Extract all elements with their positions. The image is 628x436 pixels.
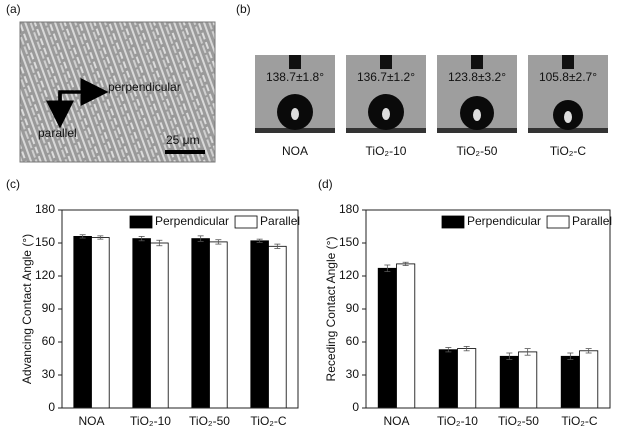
bar bbox=[438, 349, 458, 409]
error-bar bbox=[156, 239, 163, 247]
panel-label: (d) bbox=[318, 177, 333, 191]
y-tick-label: 90 bbox=[42, 301, 56, 315]
legend-label: Parallel bbox=[572, 214, 612, 228]
legend-label: Parallel bbox=[260, 214, 300, 228]
error-bar bbox=[97, 235, 104, 240]
y-tick-label: 30 bbox=[42, 367, 56, 381]
y-tick-label: 180 bbox=[339, 202, 359, 216]
y-tick-label: 60 bbox=[346, 334, 360, 348]
legend-label: Perpendicular bbox=[155, 214, 229, 228]
x-tick-label: TiO₂-C bbox=[561, 414, 598, 428]
y-tick-label: 120 bbox=[35, 268, 55, 282]
highlight bbox=[473, 109, 481, 121]
error-bar bbox=[567, 352, 574, 361]
error-bar bbox=[524, 348, 531, 356]
bar bbox=[457, 348, 477, 409]
sample-label: NOA bbox=[282, 144, 308, 158]
sample-label: TiO₂-C bbox=[550, 144, 587, 158]
error-bar bbox=[215, 239, 222, 245]
y-axis-label: Advancing Contact Angle (°) bbox=[20, 234, 34, 384]
x-tick-label: TiO₂-10 bbox=[130, 414, 171, 428]
y-tick-label: 60 bbox=[42, 334, 56, 348]
x-tick-label: NOA bbox=[78, 414, 104, 428]
sample-label: TiO₂-10 bbox=[366, 144, 407, 158]
legend-swatch bbox=[234, 215, 258, 229]
x-tick-label: TiO₂-10 bbox=[437, 414, 478, 428]
sample-label: TiO₂-50 bbox=[457, 144, 498, 158]
y-tick-label: 0 bbox=[48, 400, 55, 414]
bar bbox=[499, 355, 519, 409]
bar bbox=[560, 355, 580, 409]
bar bbox=[377, 267, 397, 409]
substrate bbox=[437, 128, 517, 133]
error-bar bbox=[256, 238, 263, 243]
error-bar bbox=[384, 264, 391, 273]
error-bar bbox=[79, 234, 86, 239]
direction-label: parallel bbox=[38, 126, 77, 140]
bar bbox=[150, 242, 169, 409]
bar bbox=[91, 237, 110, 409]
error-bar bbox=[463, 345, 470, 352]
substrate bbox=[528, 128, 608, 133]
panel-label: (c) bbox=[6, 177, 20, 191]
highlight bbox=[382, 108, 390, 120]
x-tick-label: TiO₂-C bbox=[250, 414, 287, 428]
legend-swatch bbox=[441, 215, 465, 229]
bar bbox=[579, 350, 599, 409]
y-tick-label: 180 bbox=[35, 202, 55, 216]
y-tick-label: 150 bbox=[339, 235, 359, 249]
error-bar bbox=[585, 348, 592, 354]
sem-image: perpendicular parallel 25 μm bbox=[19, 21, 216, 163]
bar bbox=[132, 238, 151, 409]
bar bbox=[73, 235, 92, 409]
panel-label: (a) bbox=[6, 2, 21, 16]
bar bbox=[396, 263, 416, 409]
y-tick-label: 90 bbox=[346, 301, 360, 315]
bar bbox=[250, 240, 269, 409]
error-bar bbox=[402, 261, 409, 266]
highlight bbox=[564, 111, 572, 123]
error-bar bbox=[138, 235, 145, 242]
x-tick-label: NOA bbox=[383, 414, 409, 428]
angle-label: 105.8±2.7° bbox=[539, 70, 597, 84]
angle-label: 123.8±3.2° bbox=[448, 70, 506, 84]
bar bbox=[209, 241, 228, 409]
bar bbox=[268, 245, 287, 409]
y-tick-label: 150 bbox=[35, 235, 55, 249]
substrate bbox=[346, 128, 426, 133]
droplet-images: 138.7±1.8° NOA 136.7±1.2° TiO₂-10 123.8±3.2°… bbox=[255, 55, 608, 158]
bar bbox=[191, 238, 210, 409]
bar bbox=[518, 351, 538, 409]
highlight bbox=[291, 108, 299, 120]
scale-bar-label: 25 μm bbox=[166, 133, 200, 147]
error-bar bbox=[445, 347, 452, 353]
needle bbox=[380, 55, 392, 69]
y-tick-label: 0 bbox=[352, 400, 359, 414]
legend-swatch bbox=[129, 215, 153, 229]
error-bar bbox=[274, 243, 281, 249]
y-tick-label: 30 bbox=[346, 367, 360, 381]
x-tick-label: TiO₂-50 bbox=[498, 414, 539, 428]
legend-swatch bbox=[546, 215, 570, 229]
needle bbox=[562, 55, 574, 69]
angle-label: 136.7±1.2° bbox=[357, 70, 415, 84]
panel-label: (b) bbox=[236, 2, 251, 16]
error-bar bbox=[506, 352, 513, 361]
substrate bbox=[255, 128, 335, 133]
angle-label: 138.7±1.8° bbox=[266, 70, 324, 84]
plot-frame bbox=[61, 209, 299, 409]
direction-label: perpendicular bbox=[108, 80, 181, 94]
x-tick-label: TiO₂-50 bbox=[189, 414, 230, 428]
plot-frame bbox=[365, 209, 611, 409]
error-bar bbox=[197, 235, 204, 242]
legend-label: Perpendicular bbox=[467, 214, 541, 228]
y-axis-label: Receding Contact Angle (°) bbox=[324, 237, 338, 382]
y-tick-label: 120 bbox=[339, 268, 359, 282]
needle bbox=[471, 55, 483, 69]
needle bbox=[289, 55, 301, 69]
